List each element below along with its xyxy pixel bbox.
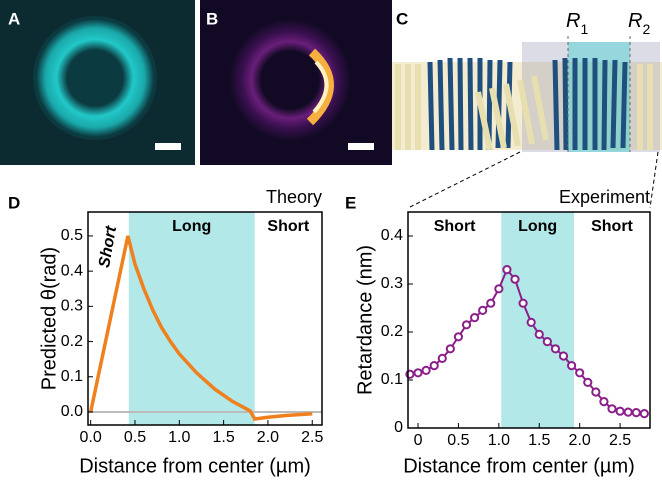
x-tick-label: 0.5	[124, 429, 146, 446]
r2-symbol: R	[628, 10, 642, 32]
y-tick-label: 0.3	[381, 275, 403, 292]
y-tick-label: 0.2	[61, 333, 83, 350]
x-tick-label: 0	[414, 432, 423, 449]
y-tick-label: 0.0	[61, 403, 83, 420]
data-point	[479, 307, 486, 314]
y-tick-label: 0.4	[381, 227, 403, 244]
r1-symbol: R	[566, 10, 580, 32]
data-point	[641, 410, 648, 417]
x-axis-label: Distance from center (µm)	[403, 455, 635, 477]
region-label: Long	[172, 218, 211, 235]
data-point	[584, 379, 591, 386]
panel-c-illustration	[392, 42, 662, 152]
data-point	[519, 300, 526, 307]
y-tick-label: 0.1	[381, 371, 403, 388]
data-point	[447, 345, 454, 352]
y-tick-label: 0.3	[61, 298, 83, 315]
data-point	[414, 369, 421, 376]
r2-sub: 2	[642, 21, 650, 37]
r1-sub: 1	[580, 21, 588, 37]
data-point	[633, 409, 640, 416]
x-tick-label: 0.5	[447, 432, 469, 449]
data-point	[463, 321, 470, 328]
data-point	[544, 338, 551, 345]
region-label: Short	[267, 218, 309, 235]
chart-title: Experiment	[559, 187, 650, 207]
region-label: Short	[591, 218, 633, 235]
panel-label: E	[345, 193, 356, 212]
data-point	[576, 369, 583, 376]
data-point	[423, 367, 430, 374]
data-point	[439, 355, 446, 362]
data-point	[503, 266, 510, 273]
data-point	[528, 319, 535, 326]
data-point	[455, 333, 462, 340]
data-point	[487, 300, 494, 307]
x-tick-label: 2.5	[301, 429, 323, 446]
shaded-region	[129, 212, 255, 425]
panel-a-image	[0, 0, 195, 165]
region-label: Short	[434, 218, 476, 235]
data-point	[560, 352, 567, 359]
panel-label: A	[8, 9, 20, 28]
data-point	[471, 314, 478, 321]
page: {"figure": {"panel_labels": ["A", "B", "…	[0, 0, 662, 486]
x-axis-label: Distance from center (µm)	[79, 455, 311, 477]
x-tick-label: 1.5	[212, 429, 234, 446]
x-tick-label: 1.0	[168, 429, 190, 446]
r1-label: R1	[566, 10, 588, 36]
panel-b-image	[200, 0, 392, 165]
y-tick-label: 0.4	[61, 262, 83, 279]
x-tick-label: 1.0	[488, 432, 510, 449]
y-axis-label: Predicted θ(rad)	[38, 247, 60, 390]
x-tick-label: 1.5	[528, 432, 550, 449]
data-point	[616, 408, 623, 415]
panel-label: C	[396, 9, 408, 28]
data-point	[511, 276, 518, 283]
y-axis-label: Retardance (nm)	[354, 245, 376, 395]
data-point	[600, 398, 607, 405]
panel-label: B	[206, 9, 218, 28]
y-tick-label: 0.5	[61, 227, 83, 244]
figure: A B C R1 R2 ShortLongShort0.00.51.01.52.…	[0, 0, 662, 486]
data-point	[608, 405, 615, 412]
x-tick-label: 2.0	[257, 429, 279, 446]
x-tick-label: 0.0	[80, 429, 102, 446]
region-label: Short	[96, 224, 120, 269]
y-tick-label: 0.2	[381, 323, 403, 340]
panel-label: D	[8, 193, 20, 212]
y-tick-label: 0.1	[61, 368, 83, 385]
chart-title: Theory	[266, 187, 322, 207]
data-point	[495, 285, 502, 292]
y-tick-label: 0	[394, 419, 403, 436]
region-label: Long	[518, 218, 557, 235]
data-point	[625, 409, 632, 416]
x-tick-label: 2.5	[609, 432, 631, 449]
data-point	[552, 345, 559, 352]
x-tick-label: 2.0	[569, 432, 591, 449]
data-point	[536, 331, 543, 338]
data-point	[568, 362, 575, 369]
data-point	[592, 388, 599, 395]
shaded-region	[501, 212, 574, 428]
r2-label: R2	[628, 10, 650, 36]
data-point	[431, 362, 438, 369]
